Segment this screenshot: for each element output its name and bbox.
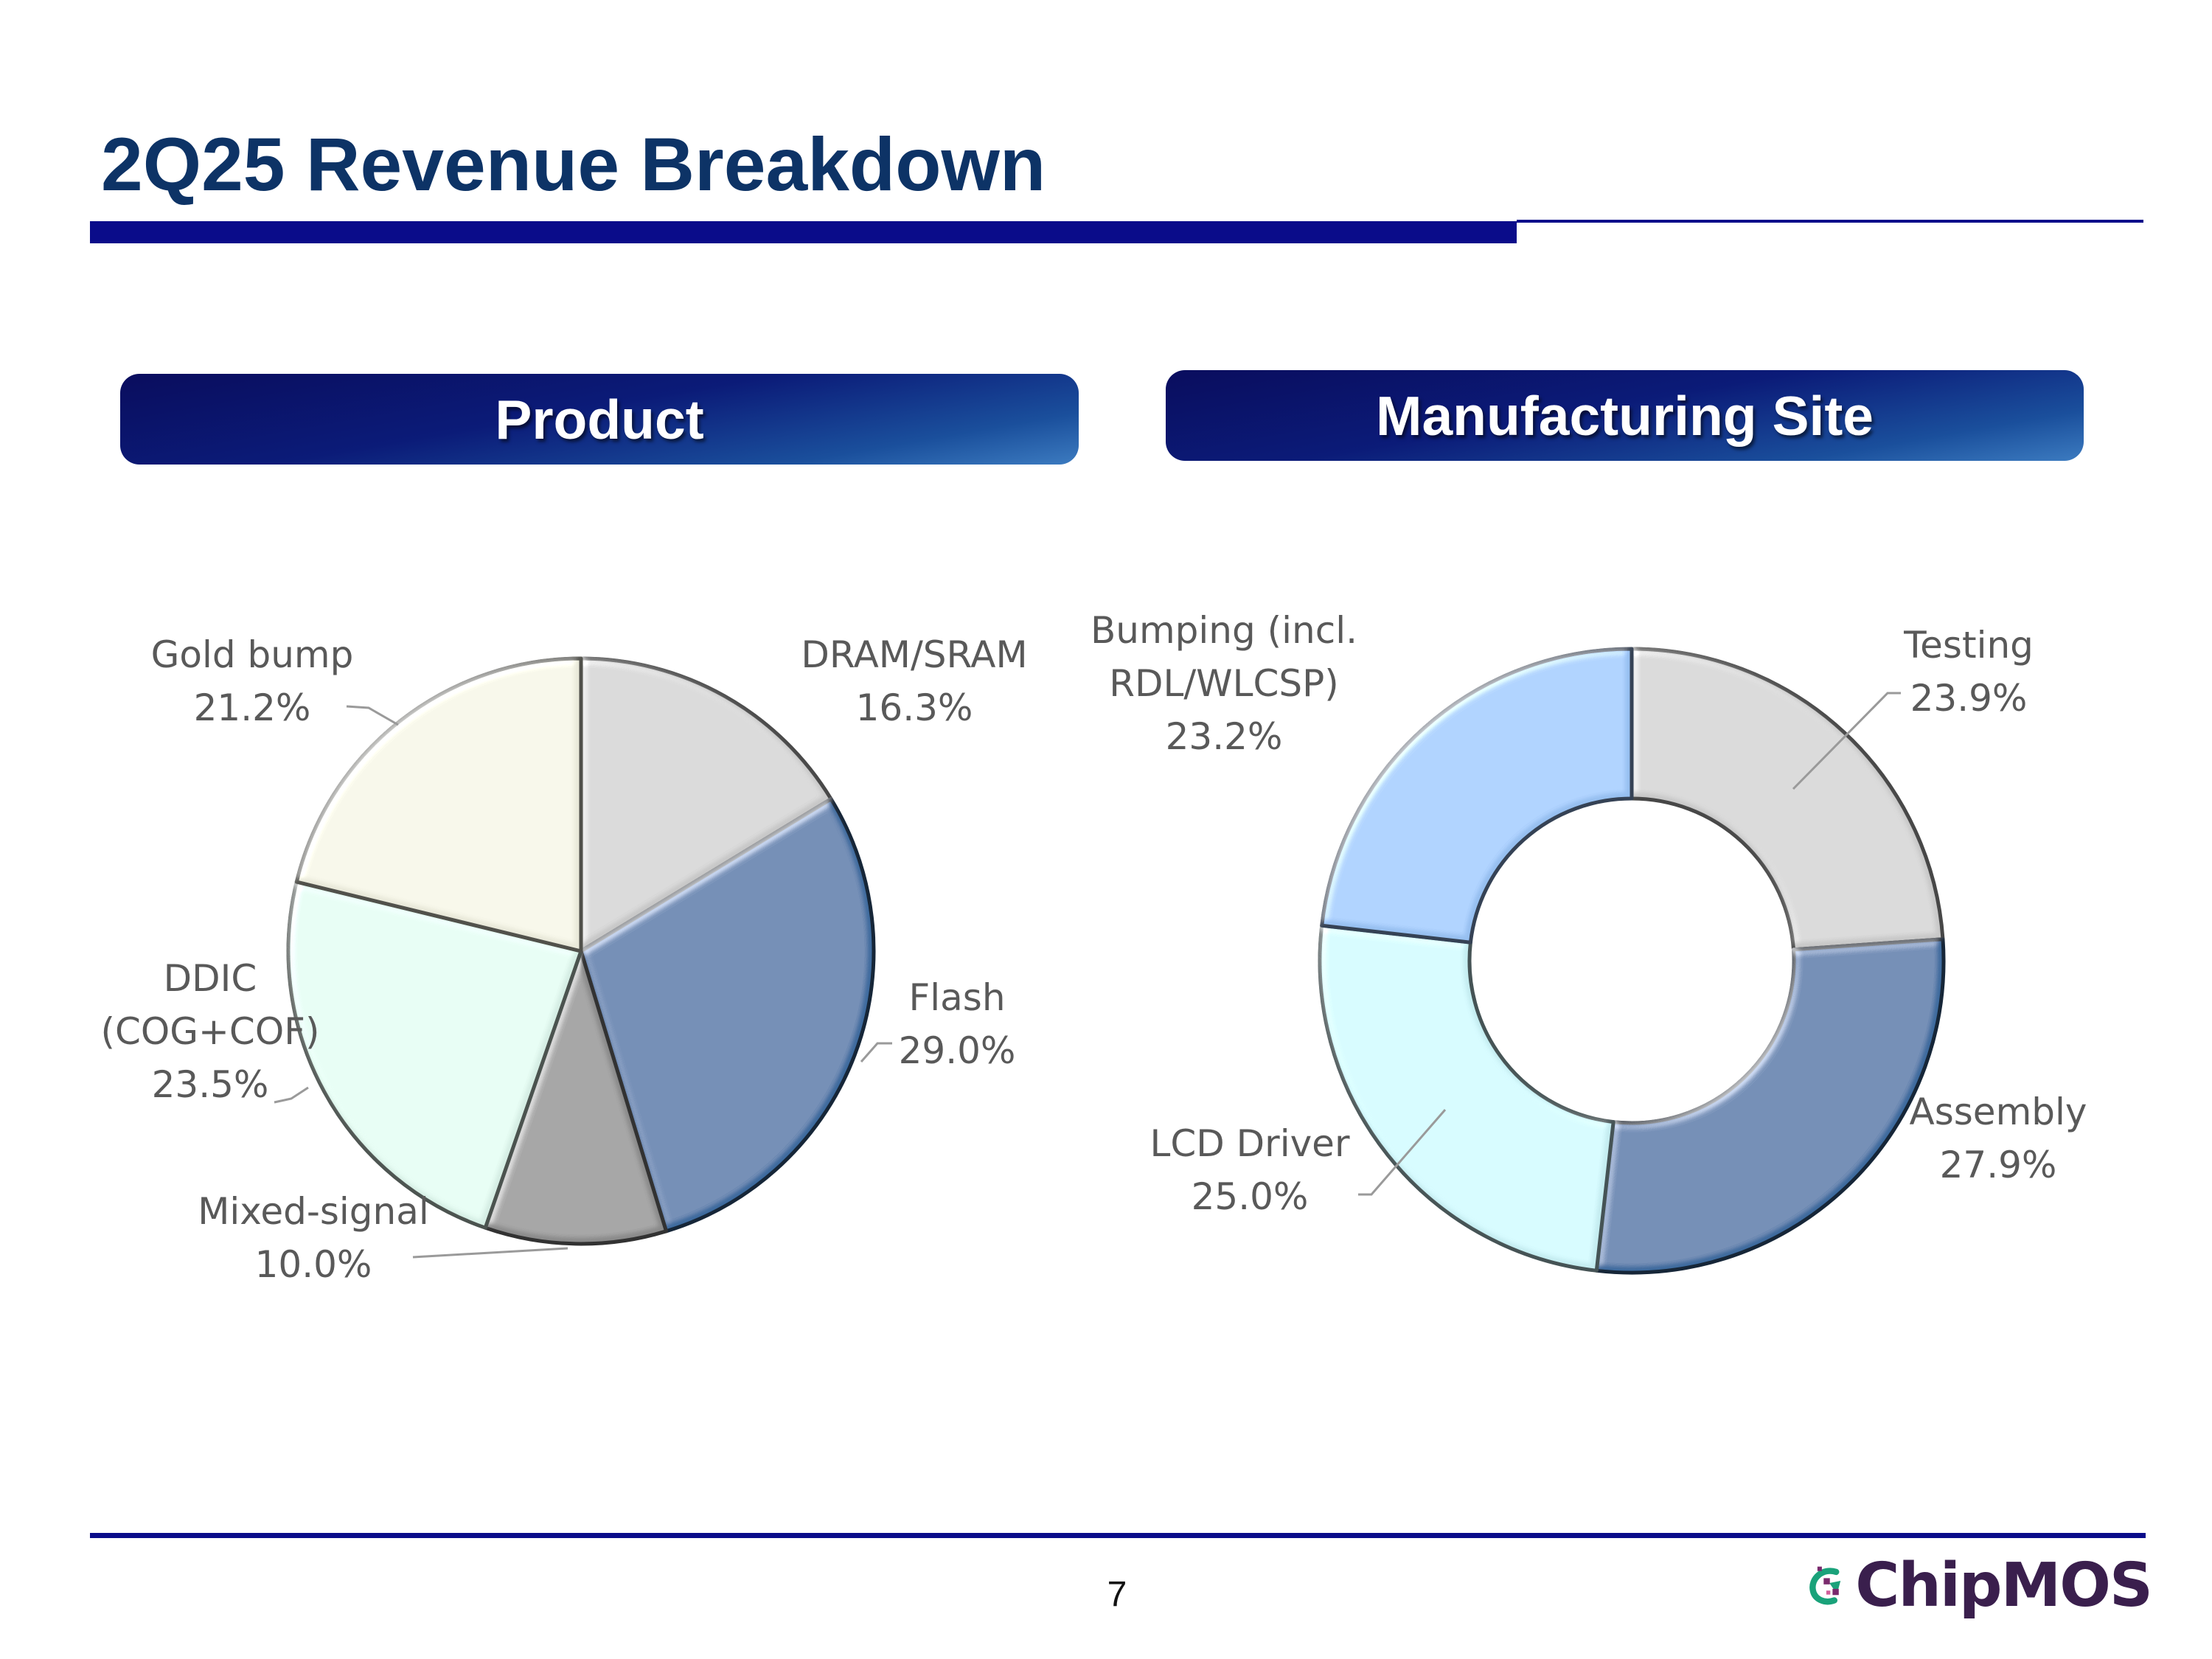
product-slice-flash	[579, 797, 876, 1234]
manufacturing-site-section-title: Manufacturing Site	[1375, 384, 1874, 447]
chipmos-logo-icon	[1809, 1566, 1841, 1605]
site-category-label-assembly: Assembly	[1910, 1091, 2087, 1133]
product-slice-dram-sram	[579, 656, 833, 953]
product-leader-line-ddic-cog-cof	[274, 1086, 309, 1104]
site-slice-lcd-driver	[1318, 923, 1615, 1273]
site-value-label-bumping-incl-rdl-wlcsp: 23.2%	[1166, 715, 1283, 758]
product-leader-line-mixed-signal	[412, 1247, 568, 1259]
product-slice-ddic-cog-cof	[286, 880, 583, 1230]
product-category-label-ddic-cog-cof: (COG+COF)	[101, 1010, 320, 1053]
chipmos-logo-text: ChipMOS	[1855, 1550, 2153, 1621]
page-number: 7	[1107, 1575, 1127, 1614]
product-slice-gold-bump	[294, 656, 583, 953]
product-value-label-ddic-cog-cof: 23.5%	[152, 1063, 269, 1106]
slide-title: 2Q25 Revenue Breakdown	[101, 122, 1046, 206]
site-category-label-testing: Testing	[1903, 624, 2034, 667]
site-category-label-bumping-incl-rdl-wlcsp: Bumping (incl.	[1091, 609, 1357, 652]
product-category-label-gold-bump: Gold bump	[151, 633, 354, 676]
site-value-label-testing: 23.9%	[1910, 677, 2028, 720]
product-value-label-gold-bump: 21.2%	[194, 686, 311, 729]
site-leader-line-lcd-driver	[1358, 1109, 1447, 1196]
product-slice-mixed-signal	[483, 949, 669, 1246]
site-slice-testing	[1630, 647, 1945, 952]
product-pie-chart: DRAM/SRAM 16.3% Flash 29.0% Mixed-signal 10.0…	[101, 633, 1028, 1286]
product-section-header: Product	[120, 374, 1079, 465]
product-section-title: Product	[495, 388, 704, 451]
product-leader-line-gold-bump	[346, 705, 399, 726]
title-underline-bar	[90, 221, 1517, 243]
chipmos-logo: ChipMOS	[1805, 1545, 2153, 1626]
site-value-label-lcd-driver: 25.0%	[1192, 1175, 1309, 1218]
product-category-label-mixed-signal: Mixed-signal	[198, 1190, 429, 1233]
product-category-label-dram-sram: DRAM/SRAM	[801, 633, 1027, 676]
manufacturing-site-donut-chart: Testing 23.9% Assembly 27.9% LCD Driver 25.0%…	[1091, 609, 2087, 1275]
site-slice-assembly	[1594, 937, 1946, 1275]
product-category-label-ddic-cog-cof: DDIC	[164, 957, 257, 1000]
site-leader-line-testing	[1792, 692, 1901, 790]
product-value-label-mixed-signal: 10.0%	[255, 1243, 372, 1286]
product-value-label-dram-sram: 16.3%	[856, 686, 973, 729]
site-category-label-bumping-incl-rdl-wlcsp: RDL/WLCSP)	[1109, 662, 1339, 705]
product-leader-line-flash	[860, 1042, 892, 1062]
product-category-label-flash: Flash	[908, 976, 1005, 1019]
footer-rule	[90, 1533, 2146, 1538]
site-category-label-lcd-driver: LCD Driver	[1150, 1122, 1349, 1165]
title-underline-rule	[1517, 220, 2143, 223]
product-value-label-flash: 29.0%	[899, 1029, 1016, 1072]
site-slice-bumping-incl-rdl-wlcsp	[1320, 647, 1634, 945]
manufacturing-site-section-header: Manufacturing Site	[1166, 370, 2084, 461]
site-value-label-assembly: 27.9%	[1940, 1144, 2057, 1186]
